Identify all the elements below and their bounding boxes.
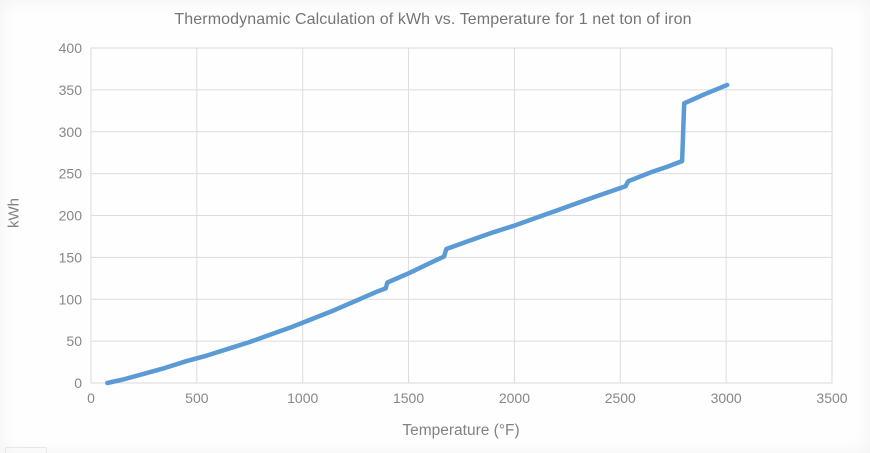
x-tick-label: 1500 — [393, 390, 424, 406]
y-tick-label: 0 — [74, 375, 82, 391]
x-tick-label: 2500 — [605, 390, 636, 406]
plot-border — [90, 47, 833, 384]
y-tick-label: 150 — [59, 249, 83, 265]
y-tick-label: 350 — [59, 82, 83, 98]
y-tick-label: 200 — [59, 208, 83, 224]
x-tick-label: 2000 — [499, 390, 530, 406]
x-tick-label: 3000 — [711, 390, 742, 406]
y-tick-label: 100 — [59, 291, 83, 307]
x-tick-label: 3500 — [816, 390, 847, 406]
x-tick-label: 500 — [185, 390, 209, 406]
photo-artifact — [5, 447, 47, 453]
y-tick-label: 400 — [59, 40, 83, 56]
y-tick-label: 50 — [66, 333, 82, 349]
data-series-line — [105, 82, 730, 386]
y-tick-label: 300 — [59, 124, 83, 140]
x-tick-label: 0 — [87, 390, 95, 406]
y-tick-label: 250 — [59, 166, 83, 182]
x-tick-label: 1000 — [287, 390, 318, 406]
chart-title: Thermodynamic Calculation of kWh vs. Tem… — [174, 11, 692, 28]
x-axis-label: Temperature (°F) — [402, 422, 520, 439]
